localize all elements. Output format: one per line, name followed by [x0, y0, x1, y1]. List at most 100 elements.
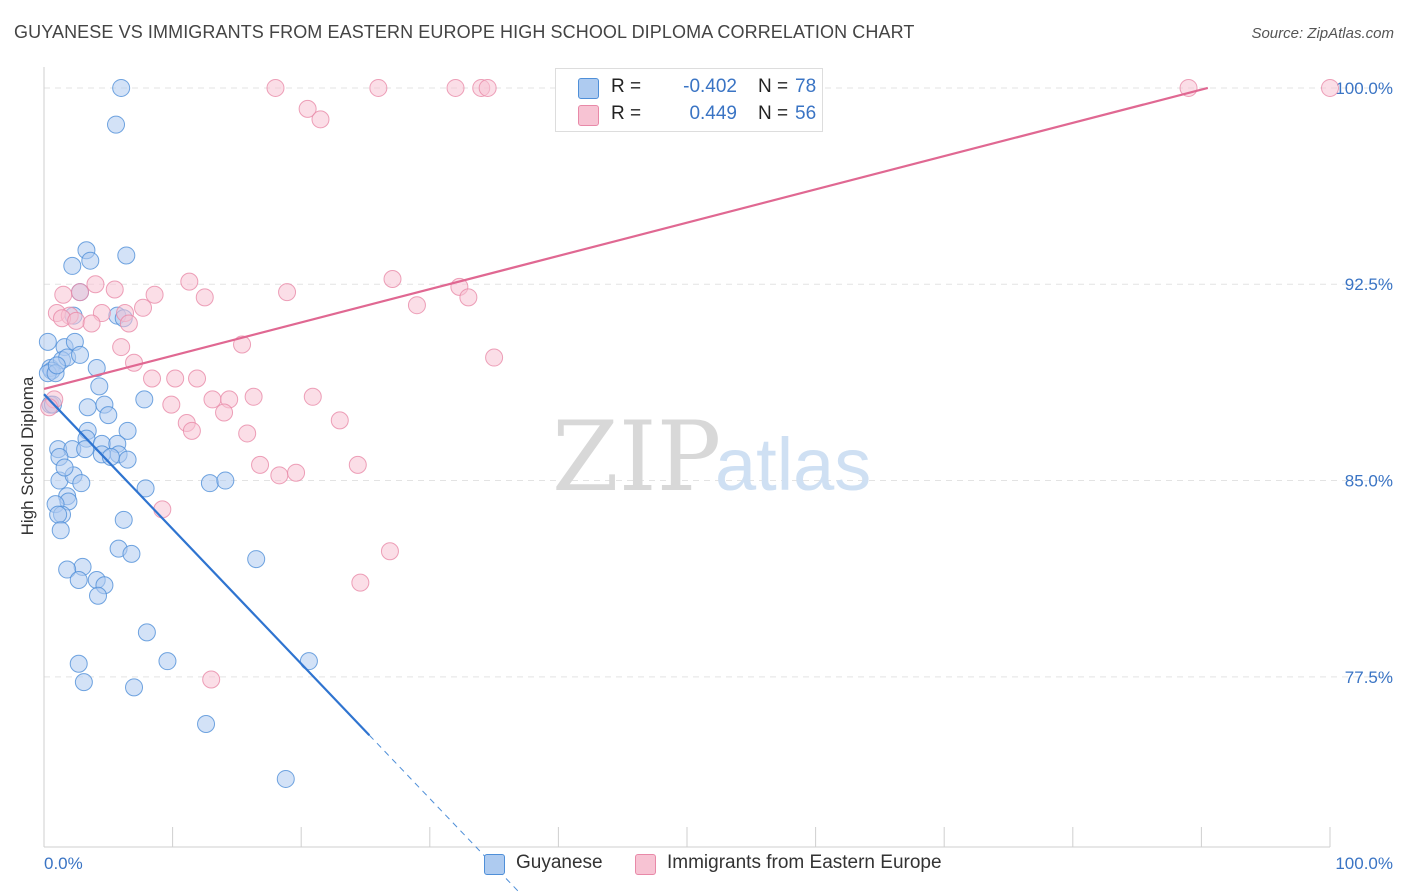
point-guyanese — [107, 115, 126, 134]
y-tick-label: 92.5% — [1345, 275, 1393, 294]
point-eastern-europe — [180, 272, 199, 291]
point-eastern-europe — [278, 283, 297, 302]
correlation-legend: R = -0.402 N = 78 R = 0.449 N = 56 — [555, 68, 823, 132]
y-tick-labels: 100.0% 92.5% 85.0% 77.5% — [1335, 79, 1393, 687]
point-eastern-europe — [86, 275, 105, 294]
bottom-legend-label: Guyanese — [516, 852, 603, 873]
point-guyanese — [99, 406, 118, 425]
point-eastern-europe — [446, 78, 465, 97]
point-eastern-europe — [287, 463, 306, 482]
point-guyanese — [247, 550, 266, 569]
gridlines — [44, 87, 1392, 678]
point-guyanese — [51, 521, 70, 540]
bottom-legend-label: Immigrants from Eastern Europe — [667, 852, 942, 873]
point-eastern-europe — [233, 335, 252, 354]
point-guyanese — [216, 471, 235, 490]
point-eastern-europe — [71, 283, 90, 302]
point-eastern-europe — [251, 455, 270, 474]
point-eastern-europe — [188, 369, 207, 388]
point-guyanese — [118, 450, 137, 469]
legend-n-label: N = — [758, 103, 789, 124]
point-guyanese — [72, 474, 91, 493]
point-eastern-europe — [380, 542, 399, 561]
y-axis-label: High School Diploma — [18, 376, 37, 535]
chart-title: GUYANESE VS IMMIGRANTS FROM EASTERN EURO… — [14, 22, 915, 42]
watermark-atlas: atlas — [715, 423, 871, 506]
point-guyanese — [299, 652, 318, 671]
x-tick-labels: 0.0% 100.0% — [44, 827, 1393, 873]
point-eastern-europe — [112, 338, 131, 357]
point-guyanese — [118, 421, 137, 440]
point-eastern-europe — [162, 395, 181, 414]
point-eastern-europe — [54, 285, 73, 304]
point-guyanese — [197, 714, 216, 733]
point-guyanese — [49, 505, 68, 524]
point-eastern-europe — [383, 270, 402, 289]
point-eastern-europe — [311, 110, 330, 129]
point-eastern-europe — [82, 314, 101, 333]
point-eastern-europe — [1321, 78, 1339, 97]
point-guyanese — [136, 479, 155, 498]
legend-swatch-blue — [578, 78, 599, 99]
y-tick-label: 85.0% — [1345, 472, 1393, 491]
point-eastern-europe — [407, 296, 426, 315]
legend-n-value: 78 — [795, 76, 817, 97]
point-guyanese — [122, 544, 141, 563]
point-eastern-europe — [478, 78, 497, 97]
point-eastern-europe — [202, 670, 221, 689]
source-label: Source: ZipAtlas.com — [1251, 25, 1394, 42]
point-guyanese — [74, 673, 93, 692]
point-eastern-europe — [105, 280, 124, 299]
point-eastern-europe — [119, 314, 138, 333]
point-guyanese — [112, 78, 131, 97]
point-guyanese — [71, 345, 90, 364]
point-eastern-europe — [125, 353, 144, 372]
point-guyanese — [81, 251, 100, 270]
point-eastern-europe — [215, 403, 234, 422]
watermark-zip: ZIP — [552, 401, 721, 513]
x-tick-label: 100.0% — [1335, 854, 1393, 873]
legend-r-value: 0.449 — [689, 103, 737, 124]
legend-swatch-pink — [578, 105, 599, 126]
point-eastern-europe — [330, 411, 349, 430]
point-guyanese — [137, 623, 156, 642]
data-points — [38, 78, 1339, 788]
point-eastern-europe — [153, 500, 172, 519]
trend-line-guyanese-extension — [368, 734, 520, 892]
point-guyanese — [125, 678, 144, 697]
watermark: ZIP atlas — [552, 401, 871, 513]
point-eastern-europe — [195, 288, 214, 307]
point-eastern-europe — [182, 421, 201, 440]
point-eastern-europe — [459, 288, 478, 307]
point-eastern-europe — [166, 369, 185, 388]
point-guyanese — [69, 571, 88, 590]
point-guyanese — [76, 440, 95, 459]
point-eastern-europe — [348, 455, 367, 474]
point-eastern-europe — [298, 99, 317, 118]
point-guyanese — [135, 390, 154, 409]
point-eastern-europe — [134, 298, 153, 317]
point-eastern-europe — [244, 387, 263, 406]
point-eastern-europe — [143, 369, 162, 388]
bottom-legend-swatch-pink — [635, 854, 656, 875]
point-eastern-europe — [270, 466, 289, 485]
point-eastern-europe — [67, 311, 86, 330]
point-guyanese — [63, 256, 82, 275]
point-guyanese — [158, 652, 177, 671]
x-tick-label: 0.0% — [44, 854, 83, 873]
y-tick-label: 77.5% — [1345, 668, 1393, 687]
trend-line-guyanese — [43, 393, 371, 736]
point-guyanese — [90, 377, 109, 396]
trend-lines — [43, 86, 1209, 892]
point-eastern-europe — [203, 390, 222, 409]
point-guyanese — [117, 246, 136, 265]
point-guyanese — [78, 398, 97, 417]
point-guyanese — [87, 359, 106, 378]
point-guyanese — [55, 458, 74, 477]
point-eastern-europe — [145, 285, 164, 304]
point-eastern-europe — [485, 348, 504, 367]
point-guyanese — [38, 332, 57, 351]
trend-line-eastern-europe — [43, 86, 1209, 391]
legend-r-value: -0.402 — [683, 76, 737, 97]
